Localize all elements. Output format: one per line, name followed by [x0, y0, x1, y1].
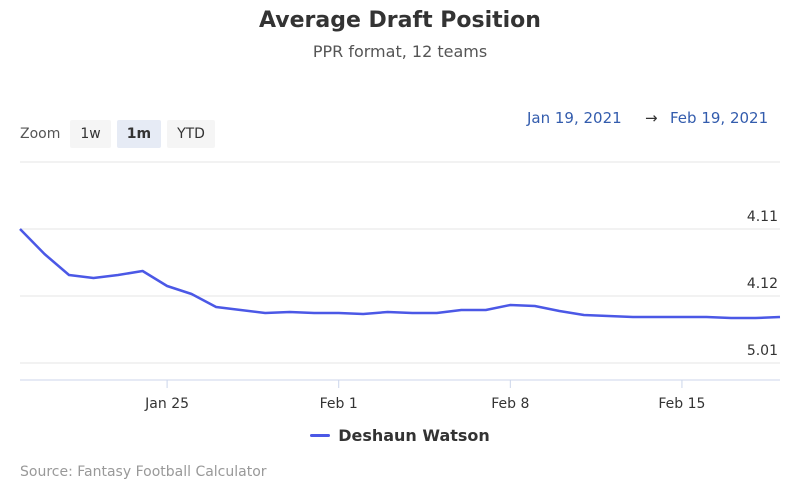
series-line-deshaun-watson [19, 228, 781, 320]
y-axis-ticks: 4.11 4.12 5.01 [747, 209, 778, 359]
x-tick-label: Feb 15 [658, 396, 705, 412]
grid-lines [20, 161, 780, 364]
x-tick-label: Jan 25 [144, 396, 189, 412]
x-axis: Jan 25 Feb 1 Feb 8 Feb 15 [20, 379, 780, 412]
chart-title: Average Draft Position [259, 8, 541, 33]
range-from-date[interactable]: Jan 19, 2021 [527, 109, 622, 127]
zoom-1m-button[interactable]: 1m [116, 120, 162, 148]
zoom-1w-button[interactable]: 1w [70, 120, 111, 148]
y-tick-label: 5.01 [747, 343, 778, 359]
legend-label[interactable]: Deshaun Watson [338, 426, 490, 445]
source-credit: Source: Fantasy Football Calculator [20, 464, 267, 480]
zoom-label: Zoom [20, 126, 61, 142]
legend[interactable]: Deshaun Watson [0, 426, 800, 445]
y-tick-label: 4.12 [747, 276, 778, 292]
chart-subtitle: PPR format, 12 teams [312, 42, 488, 61]
zoom-control: Zoom 1w 1m YTD [20, 120, 221, 148]
range-arrow: → [645, 109, 658, 127]
range-to-date[interactable]: Feb 19, 2021 [670, 109, 769, 127]
zoom-ytd-button[interactable]: YTD [167, 120, 215, 148]
legend-line-swatch [310, 434, 331, 437]
x-tick-label: Feb 1 [320, 396, 358, 412]
x-tick-label: Feb 8 [491, 396, 529, 412]
y-tick-label: 4.11 [747, 209, 778, 225]
